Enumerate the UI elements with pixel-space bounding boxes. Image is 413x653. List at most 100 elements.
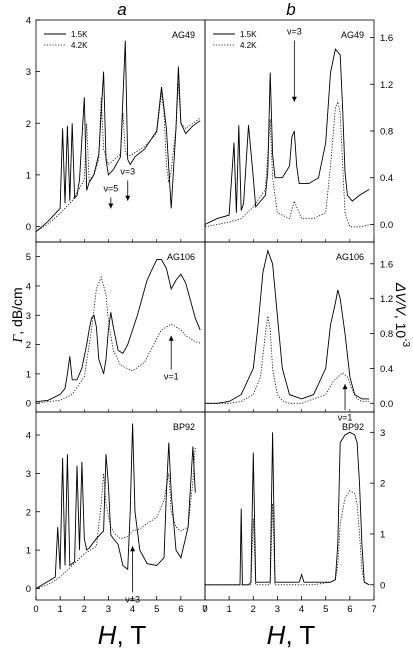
y-tick-label: 3 (26, 67, 31, 78)
series-line-1.5K (35, 259, 201, 403)
y-tick-label: 3 (26, 311, 31, 322)
x-tick-label: 7 (371, 604, 376, 615)
x-tick-label: 6 (178, 604, 183, 615)
y-tick-label: 1 (26, 170, 31, 181)
series-line-4.2K (204, 100, 370, 228)
x-tick-label: 7 (202, 604, 207, 615)
x-axis-label-a: H, T (98, 620, 147, 650)
panel-frame (204, 241, 375, 413)
panel-b-AG49: 0.0 0.4 0.8 1.2 1.6 AG49 1.5K 4.2K ν=3 (204, 19, 393, 243)
panel-a-AG106: 0 1 2 3 4 5 AG106 ν=1 (26, 241, 206, 413)
panel-b-AG106: 0.0 0.4 0.8 1.2 1.6 AG106 ν=1 (204, 241, 393, 422)
y-tick-label: 0.4 (380, 173, 393, 184)
y-tick-label: 1.2 (380, 294, 393, 305)
series-line-4.2K (205, 490, 370, 586)
x-tick-label: 0 (33, 604, 38, 615)
series-line-1.5K (205, 431, 370, 586)
y-tick-label: 0 (26, 584, 31, 595)
x-axis-label-a-symbol: H (98, 620, 117, 650)
annotation-arrowhead (125, 195, 131, 201)
series-line-4.2K (35, 81, 201, 233)
legend-label-solid: 1.5K (71, 30, 88, 39)
series-line-1.5K (204, 48, 370, 225)
x-tick-label: 3 (106, 604, 111, 615)
y-tick-label: 0.8 (380, 329, 393, 340)
annotation-arrowhead (168, 335, 174, 341)
series-line-4.2K (205, 316, 370, 404)
y-tick-label: 1 (26, 546, 31, 557)
y-tick-label: 0.0 (380, 399, 393, 410)
series-line-1.5K (35, 40, 201, 233)
panel-frame (204, 19, 375, 243)
panel-a-AG49: 0 1 2 3 4 AG49 1.5K 4.2K ν=5ν=3 (26, 16, 206, 243)
left-y-axis-label-unit: , dB/cm (9, 287, 25, 334)
y-tick-label: 5 (26, 252, 31, 263)
panel-b-BP92: 0 1 2 3 0 1 2 3 4 5 6 7 BP92 (202, 411, 385, 615)
x-axis-label-b-unit: , T (285, 620, 315, 650)
annotation-arrowhead (342, 384, 348, 390)
right-y-axis-label-exponent: -3 (400, 338, 411, 347)
y-tick-label: 1.2 (380, 80, 393, 91)
x-tick-label: 6 (347, 604, 352, 615)
x-tick-label: 2 (82, 604, 87, 615)
y-tick-label: 0.8 (380, 127, 393, 138)
x-tick-label: 3 (275, 604, 280, 615)
y-tick-label: 2 (380, 479, 385, 490)
y-tick-label: 0 (380, 580, 385, 591)
y-tick-label: 4 (26, 281, 31, 292)
left-y-axis-label: Γ, dB/cm (9, 287, 26, 343)
annotation-arrowhead (291, 96, 297, 102)
series-line-4.2K (35, 446, 196, 589)
y-tick-label: 3 (380, 428, 385, 439)
column-label-b: b (286, 0, 295, 19)
annotation-label: ν=1 (164, 372, 179, 382)
x-axis-label-b-symbol: H (267, 620, 286, 650)
series-line-1.5K (35, 423, 196, 589)
annotation-label: ν=3 (287, 27, 302, 37)
right-y-axis-label-unit: , 10 (393, 315, 409, 339)
panel-a-BP92: 0 1 2 3 4 0 1 2 3 4 5 6 7 BP92 ν=3 (26, 411, 208, 615)
x-axis-label-b: H, T (267, 620, 316, 650)
y-tick-label: 2 (26, 507, 31, 518)
panel-frame (35, 19, 206, 243)
y-tick-label: 1.6 (380, 259, 393, 270)
series-line-1.5K (205, 249, 370, 404)
right-y-axis-label-symbol: ΔV/V (393, 282, 409, 317)
y-tick-label: 1.6 (380, 33, 393, 44)
x-axis-label-a-unit: , T (116, 620, 146, 650)
chart-panels: 01234AG491.5K4.2Kν=5ν=30.00.40.81.21.6AG… (26, 16, 394, 616)
x-tick-label: 0 (202, 604, 207, 615)
y-tick-label: 0 (26, 222, 31, 233)
annotation-label: ν=3 (125, 594, 140, 604)
legend-label-dotted: 4.2K (71, 41, 88, 50)
y-tick-label: 0.4 (380, 364, 393, 375)
annotation-label: ν=1 (338, 412, 353, 422)
annotation-arrowhead (130, 546, 136, 552)
sample-label: BP92 (342, 422, 364, 432)
left-y-axis-label-symbol: Γ (11, 334, 26, 344)
panel-frame (204, 411, 375, 601)
x-tick-label: 2 (251, 604, 256, 615)
x-tick-label: 4 (299, 604, 304, 615)
x-tick-label: 5 (154, 604, 159, 615)
sample-label: AG49 (172, 30, 195, 40)
legend-label-dotted: 4.2K (240, 41, 257, 50)
right-y-axis-label: ΔV/V, 10-3 (393, 282, 411, 348)
y-tick-label: 4 (26, 16, 31, 27)
x-tick-label: 5 (323, 604, 328, 615)
x-tick-label: 1 (57, 604, 62, 615)
column-label-a: a (117, 0, 126, 19)
y-tick-label: 0 (26, 399, 31, 410)
y-tick-label: 3 (26, 469, 31, 480)
y-tick-label: 2 (26, 119, 31, 130)
annotation-label: ν=3 (120, 166, 135, 176)
sample-label: BP92 (173, 422, 195, 432)
sample-label: AG106 (167, 252, 195, 262)
x-tick-label: 1 (226, 604, 231, 615)
y-tick-label: 4 (26, 431, 31, 442)
x-tick-label: 4 (130, 604, 135, 615)
series-line-4.2K (35, 275, 201, 404)
y-tick-label: 0.0 (380, 220, 393, 231)
panel-frame (35, 241, 206, 413)
